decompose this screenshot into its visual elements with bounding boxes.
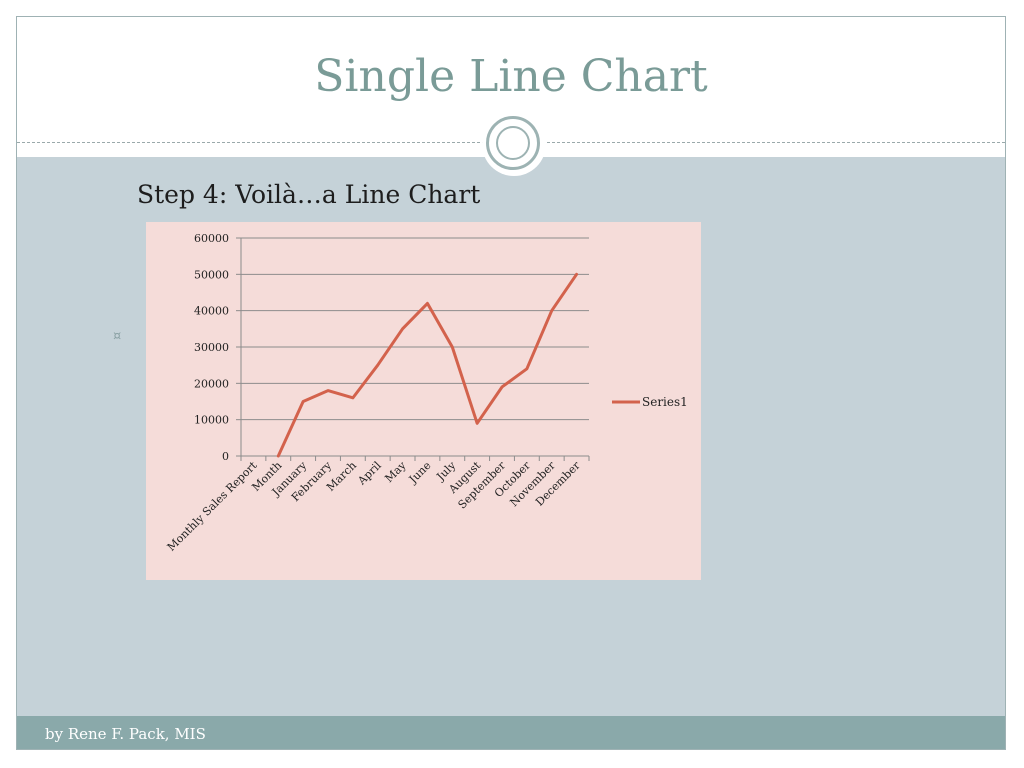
y-tick-label: 50000: [194, 268, 229, 281]
y-tick-label: 60000: [194, 232, 229, 245]
series-line: [276, 272, 579, 458]
y-tick-label: 10000: [194, 414, 229, 427]
x-tick-label: April: [355, 459, 385, 489]
bullet-text: Step 4: Voilà…a Line Chart: [137, 180, 481, 209]
y-tick-label: 30000: [194, 341, 229, 354]
y-tick-label: 0: [222, 450, 229, 463]
footer-bar: by Rene F. Pack, MIS: [17, 716, 1005, 749]
y-tick-label: 40000: [194, 305, 229, 318]
x-tick-label: Monthly Sales Report: [165, 459, 260, 554]
x-tick-label: June: [406, 459, 434, 487]
bullet-mark-icon: ¤: [113, 329, 122, 344]
line-chart: 0 10000 20000 30000 40000 50000 60000 Monthly S…: [165, 232, 688, 554]
ornament-inner-ring: [496, 126, 530, 160]
y-tick-label: 20000: [194, 377, 229, 390]
slide-title: Single Line Chart: [314, 51, 708, 102]
footer-author: by Rene F. Pack, MIS: [45, 725, 206, 743]
x-tick-label: May: [382, 458, 409, 485]
chart-area: 0 10000 20000 30000 40000 50000 60000 Monthly S…: [146, 222, 701, 580]
content-area: ¤ Step 4: Voilà…a Line Chart 0 10000 20000…: [17, 157, 1005, 716]
slide: Single Line Chart ¤ Step 4: Voilà…a Line…: [16, 16, 1006, 750]
legend-label: Series1: [642, 395, 688, 409]
